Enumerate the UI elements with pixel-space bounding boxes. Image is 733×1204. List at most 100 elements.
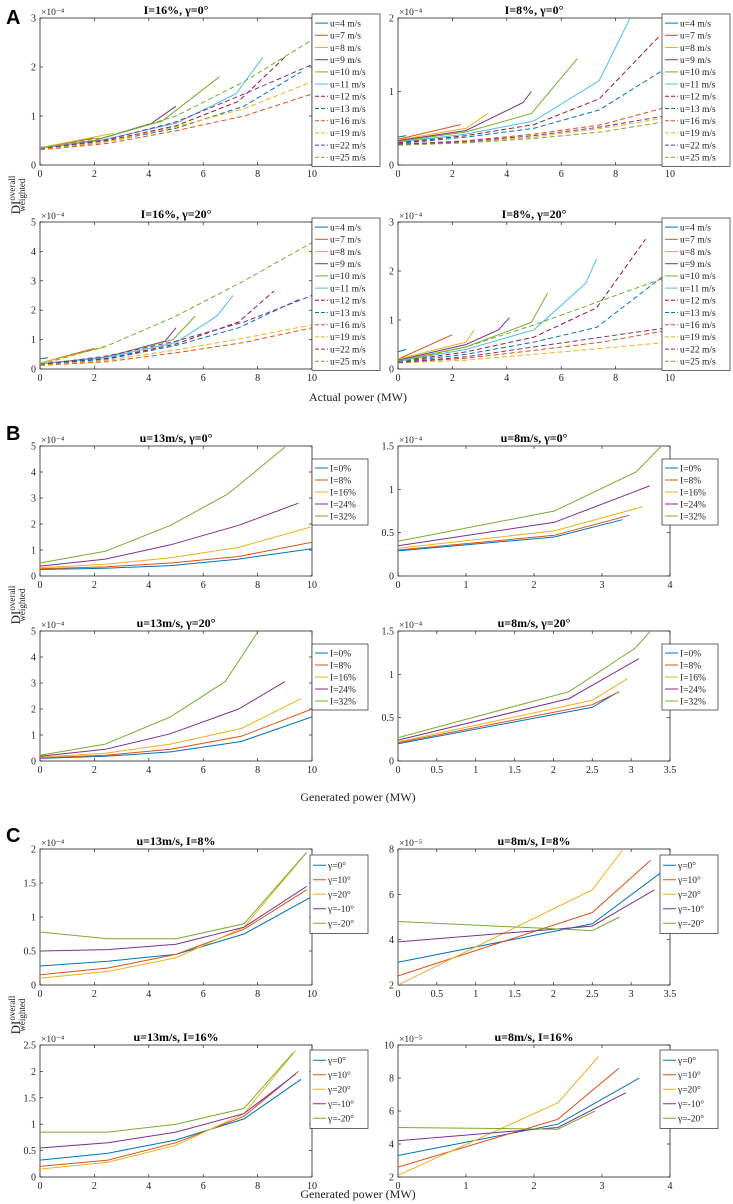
x-tick-label: 6 [201, 580, 206, 591]
y-tick-label: 0 [389, 757, 394, 768]
chart-title: I=8%, γ=20° [502, 207, 567, 221]
chart-panel-1: 0 2 4 6 8 10 0 1 2 3 ×10⁻⁴ I=16%, γ=0° u=4 m/s u=7 m/… [31, 3, 381, 180]
chart-panel-8: 0 0.5 1 1.5 2 2.5 3 3.5 0 0.5 1 1.5 ×10⁻⁴ u=8m/s, γ=2… [382, 616, 719, 776]
legend-entry: I=24% [680, 685, 706, 695]
series-line-3 [398, 678, 628, 743]
legend-entry: I=24% [330, 500, 356, 510]
x-tick-label: 0 [396, 1181, 401, 1192]
x-tick-label: 8 [613, 169, 618, 180]
legend-entry: u=16 m/s [680, 117, 716, 127]
y-tick-label: 1 [31, 913, 36, 924]
x-tick-label: 0.5 [431, 765, 444, 776]
series-line-8 [398, 65, 670, 145]
legend-entry: I=32% [680, 697, 706, 707]
y-tick-label: 6 [389, 890, 394, 901]
y-tick-label: 2 [31, 63, 36, 74]
chart-panel-7: 0 2 4 6 8 10 0 1 2 3 4 5 ×10⁻⁴ u=13m/s, γ=20° I=0% I=8%… [31, 616, 369, 776]
axis-exponent: ×10⁻⁴ [399, 436, 423, 446]
legend-box [661, 217, 731, 371]
x-tick-label: 2 [92, 580, 97, 591]
legend: I=0% I=8% I=16% I=24% I=32% [311, 643, 369, 711]
y-tick-label: 1.5 [382, 442, 395, 453]
x-tick-label: 8 [255, 580, 260, 591]
x-tick-label: 4 [504, 169, 509, 180]
legend-entry: u=12 m/s [680, 93, 716, 103]
legend-entry: I=32% [680, 512, 706, 522]
legend-entry: I=0% [330, 649, 351, 659]
legend-entry: u=9 m/s [330, 56, 361, 66]
x-tick-label: 4 [146, 373, 151, 384]
legend-entry: u=7 m/s [330, 236, 361, 246]
y-tick-label: 6 [389, 1107, 394, 1118]
y-tick-label: 8 [389, 845, 394, 856]
chart-title: u=8m/s, I=8% [497, 834, 570, 848]
x-tick-label: 10 [665, 373, 675, 384]
series-line-2 [40, 708, 312, 759]
y-tick-label: 4 [389, 935, 394, 946]
legend: γ=0° γ=10° γ=20° γ=-10° γ=-20° [659, 1049, 719, 1129]
series-line-4 [398, 317, 510, 361]
series-line-5 [398, 292, 549, 362]
series-line-9 [40, 327, 312, 366]
y-tick-label: 1.5 [24, 1093, 37, 1104]
series-line-4 [398, 91, 532, 142]
x-tick-label: 8 [255, 1181, 260, 1192]
y-tick-label: 1.5 [24, 879, 37, 890]
legend-entry: u=10 m/s [680, 68, 716, 78]
y-axis-label: DIoverallweighted [7, 995, 27, 1034]
series-line-11 [40, 64, 312, 150]
series-line-1 [398, 519, 623, 552]
y-tick-label: 0 [31, 161, 36, 172]
legend-entry: u=12 m/s [330, 93, 366, 103]
series-line-6 [398, 258, 598, 362]
x-tick-label: 1 [473, 765, 478, 776]
legend-entry: u=10 m/s [330, 272, 366, 282]
x-tick-label: 1.5 [508, 765, 521, 776]
legend-entry: u=22 m/s [680, 141, 716, 151]
y-tick-label: 1 [31, 112, 36, 123]
series-line-3 [40, 132, 114, 149]
series-line-5 [398, 58, 578, 142]
chart-title: u=8m/s, γ=20° [498, 616, 571, 630]
series-line-4 [398, 889, 655, 943]
y-tick-label: 1 [31, 335, 36, 346]
series-line-4 [398, 658, 640, 741]
x-tick-label: 3.5 [664, 989, 677, 1000]
series-line-7 [40, 56, 286, 150]
x-tick-label: 8 [613, 373, 618, 384]
y-tick-label: 2.5 [24, 1041, 37, 1052]
legend: γ=0° γ=10° γ=20° γ=-10° γ=-20° [309, 1049, 369, 1129]
legend-entry: I=16% [680, 673, 706, 683]
axes-box [39, 221, 313, 370]
x-tick-label: 3 [629, 989, 634, 1000]
legend-entry: I=8% [680, 476, 701, 486]
legend-entry: u=7 m/s [680, 236, 711, 246]
legend-entry: u=13 m/s [680, 309, 716, 319]
legend-entry: u=10 m/s [330, 68, 366, 78]
y-tick-label: 0 [31, 981, 36, 992]
y-tick-label: 4 [389, 1140, 394, 1151]
series-line-2 [398, 124, 461, 140]
x-tick-label: 2 [92, 169, 97, 180]
y-tick-label: 0 [389, 572, 394, 583]
y-tick-label: 2 [389, 14, 394, 25]
legend-entry: u=4 m/s [330, 19, 361, 29]
y-tick-label: 4 [31, 468, 36, 479]
legend-entry: γ=20° [327, 890, 351, 901]
y-tick-label: 3 [31, 679, 36, 690]
x-tick-label: 3 [600, 580, 605, 591]
y-tick-label: 5 [31, 442, 36, 453]
y-tick-label: 0 [31, 1173, 36, 1184]
legend-entry: u=9 m/s [680, 260, 711, 270]
x-tick-label: 0 [38, 989, 43, 1000]
series-line-7 [398, 238, 646, 363]
legend-entry: u=16 m/s [680, 321, 716, 331]
x-tick-label: 0 [38, 580, 43, 591]
y-tick-label: 0.5 [24, 1146, 37, 1157]
series-line-2 [40, 889, 307, 976]
series-line-2 [40, 541, 312, 570]
chart-title: I=16%, γ=0° [144, 3, 209, 17]
y-tick-label: 0 [389, 161, 394, 172]
